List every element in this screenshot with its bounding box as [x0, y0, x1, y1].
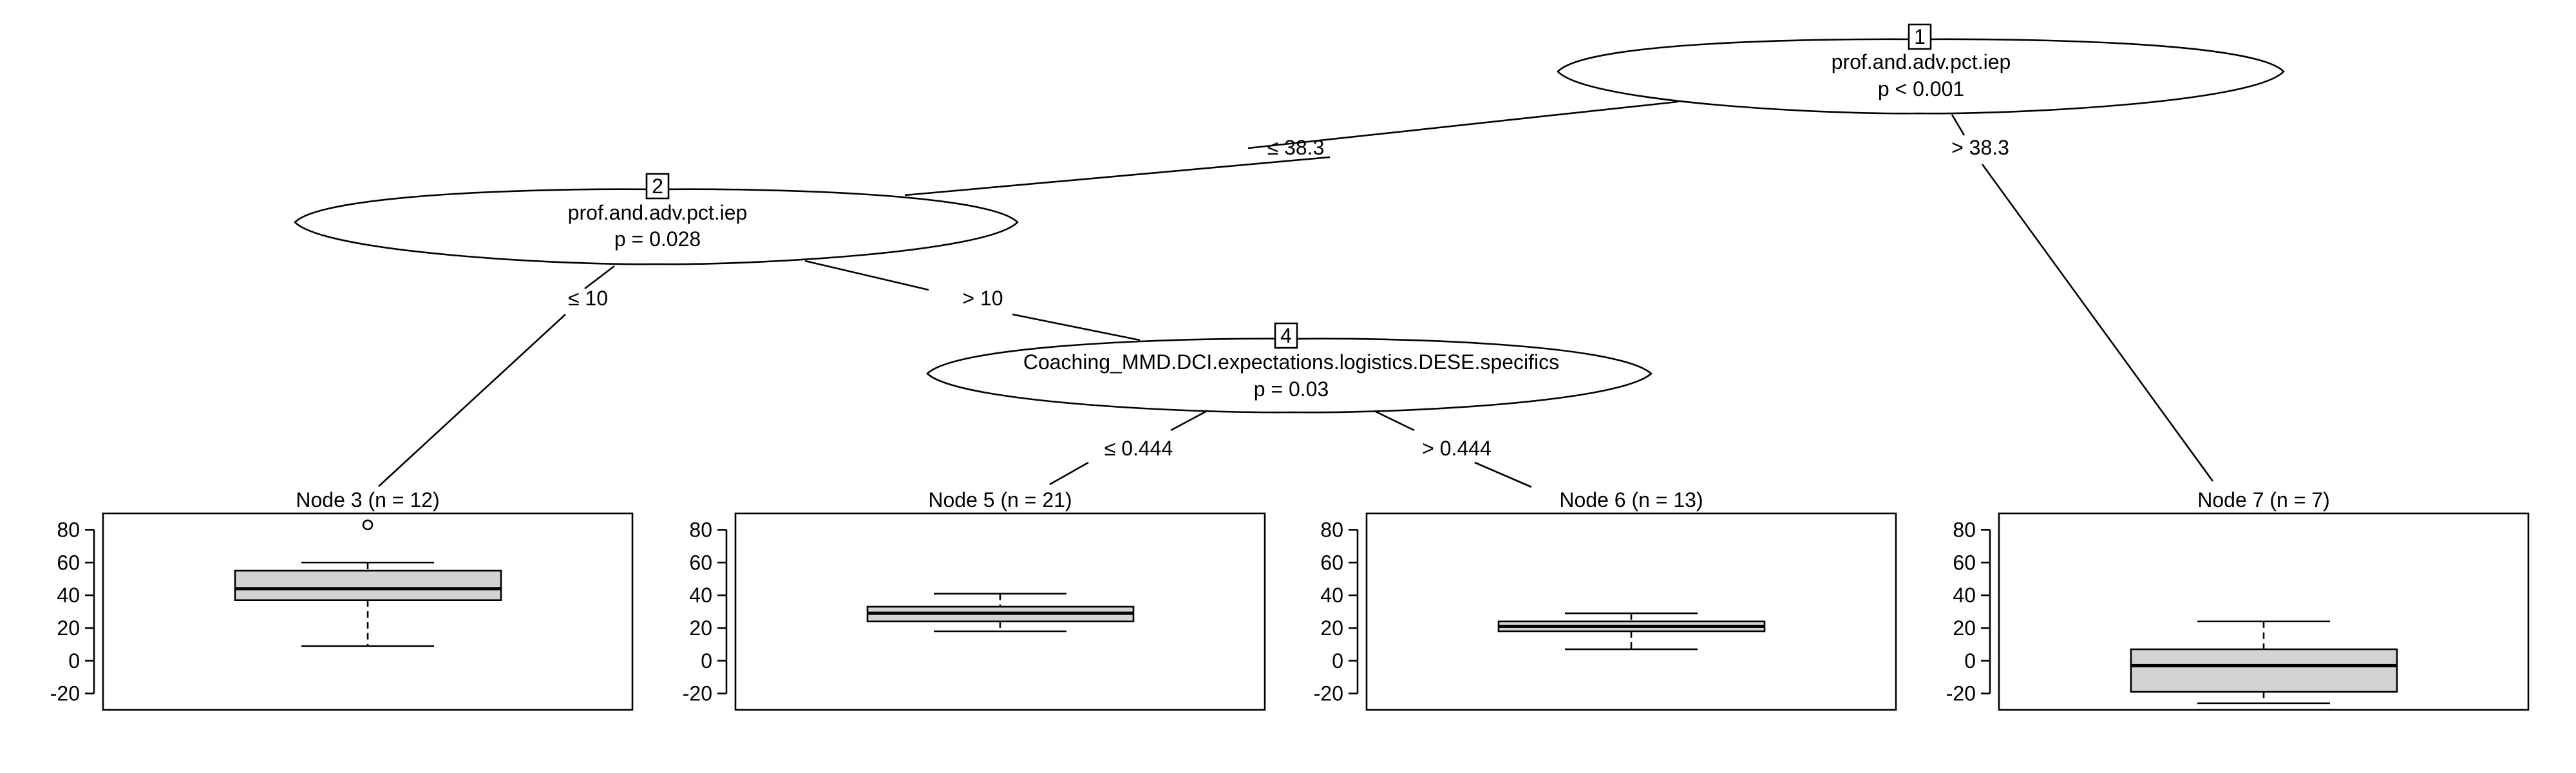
- y-tick-label: 80: [689, 518, 712, 541]
- terminal-node-6: Node 6 (n = 13) 80 60 40 20 0 -20: [1314, 488, 1897, 711]
- node-id-box: [1908, 23, 1932, 50]
- edge-4-5: ≤ 0.444: [1049, 409, 1209, 486]
- iqr-box: [2130, 648, 2398, 693]
- y-tick-label: 0: [1332, 649, 1343, 673]
- y-tick-label: 0: [701, 649, 712, 673]
- inner-node-2: 2 prof.and.adv.pct.iep p = 0.028: [294, 173, 1019, 265]
- edge-label: ≤ 0.444: [1104, 437, 1173, 460]
- y-tick-label: 0: [68, 649, 80, 673]
- edge-1-2: ≤ 38.3: [904, 100, 1678, 196]
- iqr-box: [234, 569, 502, 602]
- y-tick-label: 80: [57, 518, 80, 541]
- node-id: 2: [652, 175, 663, 198]
- node-title: Node 6 (n = 13): [1559, 488, 1703, 511]
- node-variable: prof.and.adv.pct.iep: [568, 201, 748, 224]
- edge-label: > 38.3: [1951, 136, 2009, 159]
- node-pvalue: p = 0.03: [1254, 377, 1329, 401]
- edge-4-6: > 0.444: [1372, 409, 1532, 488]
- edge-label: ≤ 38.3: [1267, 136, 1325, 159]
- outlier-point: [362, 519, 374, 531]
- terminal-node-3: Node 3 (n = 12) 80 60 40 20 0 -20: [50, 488, 634, 711]
- y-tick-label: 60: [1953, 551, 1976, 574]
- node-id-box: [645, 173, 670, 200]
- node-id: 4: [1280, 324, 1292, 347]
- y-tick-label: 20: [1320, 616, 1343, 640]
- terminal-node-5: Node 5 (n = 21) 80 60 40 20 0 -20: [683, 488, 1266, 711]
- node-id-box: [1274, 322, 1298, 349]
- y-tick-label: 80: [1953, 518, 1976, 541]
- y-tick-label: 80: [1320, 518, 1343, 541]
- edge-2-4: > 10: [804, 260, 1141, 341]
- y-tick-label: 60: [57, 551, 80, 574]
- terminal-node-7: Node 7 (n = 7) 80 60 40 20 0 -20: [1946, 488, 2530, 711]
- y-tick-label: 20: [57, 616, 80, 640]
- node-pvalue: p < 0.001: [1878, 77, 1964, 100]
- edges: ≤ 38.3 > 38.3 ≤ 10 > 10 ≤ 0.444 > 0.444: [378, 100, 2214, 488]
- node-pvalue: p = 0.028: [614, 227, 701, 251]
- inner-node-1: 1 prof.and.adv.pct.iep p < 0.001: [1557, 23, 2285, 115]
- y-tick-label: 40: [57, 584, 80, 607]
- y-tick-label: 60: [1320, 551, 1343, 574]
- y-tick-label: -20: [1314, 682, 1343, 705]
- node-title: Node 7 (n = 7): [2197, 488, 2329, 511]
- node-variable: Coaching_MMD.DCI.expectations.logistics.…: [1023, 350, 1559, 374]
- node-id: 1: [1914, 25, 1926, 48]
- node-variable: prof.and.adv.pct.iep: [1832, 50, 2011, 73]
- y-tick-label: 20: [1953, 616, 1976, 640]
- edge-1-7: > 38.3: [1951, 114, 2214, 482]
- edge-label: ≤ 10: [568, 287, 608, 310]
- y-tick-label: 40: [1320, 584, 1343, 607]
- y-tick-label: 0: [1964, 649, 1976, 673]
- edge-2-3: ≤ 10: [378, 265, 615, 487]
- y-tick-label: 20: [689, 616, 712, 640]
- node-title: Node 3 (n = 12): [296, 488, 439, 511]
- edge-label: > 0.444: [1422, 437, 1492, 460]
- inner-node-4: 4 Coaching_MMD.DCI.expectations.logistic…: [926, 322, 1653, 414]
- y-tick-label: -20: [1946, 682, 1976, 705]
- y-tick-label: -20: [50, 682, 80, 705]
- y-tick-label: 60: [689, 551, 712, 574]
- edge-label: > 10: [962, 287, 1003, 310]
- plot-panel: [1365, 512, 1897, 711]
- y-tick-label: 40: [1953, 584, 1976, 607]
- node-title: Node 5 (n = 21): [928, 488, 1072, 511]
- y-tick-label: -20: [683, 682, 712, 705]
- y-tick-label: 40: [689, 584, 712, 607]
